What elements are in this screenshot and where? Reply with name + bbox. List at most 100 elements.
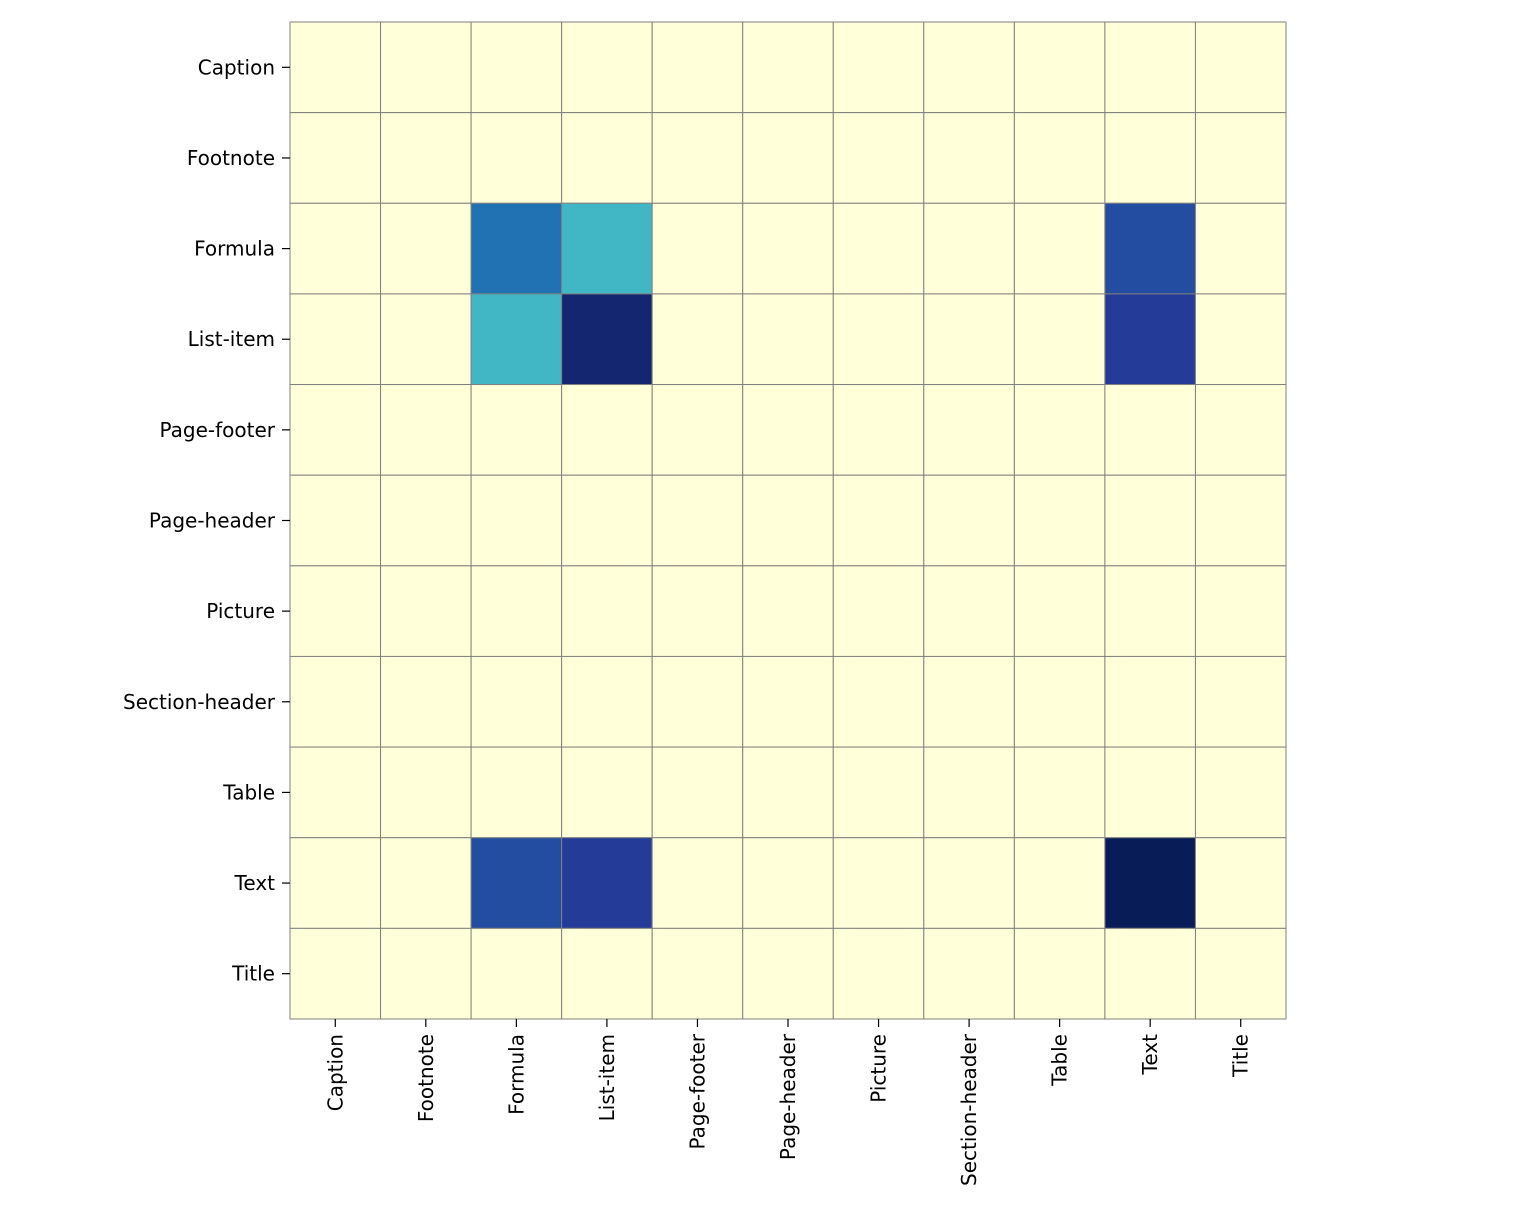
heatmap-cell-title-section-header [923,927,1015,1020]
heatmap-cell-list-item-picture [832,293,925,386]
x-tick-label-table: Table [1048,1034,1072,1087]
heatmap-cell-page-footer-text [1104,384,1196,476]
heatmap-cell-text-section-header [923,837,1015,929]
heatmap-cell-formula-section-header [923,202,1015,295]
heatmap-cell-text-caption [289,837,382,929]
heatmap-cell-list-item-list-item [561,293,653,386]
x-tick-label-list-item: List-item [595,1034,619,1121]
y-tick-label-list-item: List-item [188,327,275,351]
heatmap-cell-page-header-list-item [561,474,653,567]
heatmap-cell-page-header-page-footer [651,474,744,567]
x-tick-label-page-header: Page-header [776,1033,800,1160]
y-tick-label-page-header: Page-header [149,509,276,533]
heatmap-cell-title-picture [832,927,925,1020]
x-tick-label-text: Text [1138,1034,1162,1076]
heatmap-cell-table-footnote [380,746,472,839]
y-tick-label-caption: Caption [198,55,275,79]
heatmap-cell-list-item-formula [470,293,563,386]
heatmap-cell-formula-page-header [742,202,834,295]
heatmap-cell-caption-footnote [380,21,472,114]
heatmap-cell-text-list-item [561,837,653,929]
heatmap-cell-section-header-formula [470,655,563,748]
x-tick-label-page-footer: Page-footer [685,1033,709,1149]
heatmap-cell-picture-picture [832,565,925,657]
heatmap-cell-page-footer-table [1013,384,1106,476]
heatmap-cell-page-footer-list-item [561,384,653,476]
y-tick-label-picture: Picture [206,599,275,623]
heatmap-cell-title-page-footer [651,927,744,1020]
heatmap-cell-section-header-footnote [380,655,472,748]
heatmap-cell-picture-title [1194,565,1287,657]
heatmap-cell-title-page-header [742,927,834,1020]
heatmap-cell-page-header-section-header [923,474,1015,567]
heatmap-cell-formula-table [1013,202,1106,295]
heatmap-cell-section-header-page-footer [651,655,744,748]
heatmap-cell-picture-formula [470,565,563,657]
x-tick-label-title: Title [1229,1034,1253,1078]
heatmap-cell-page-header-text [1104,474,1196,567]
heatmap-cell-list-item-text [1104,293,1196,386]
heatmap-cell-formula-text [1104,202,1196,295]
y-tick-label-table: Table [222,780,275,804]
heatmap-cell-page-header-footnote [380,474,472,567]
y-tick-label-section-header: Section-header [123,690,276,714]
heatmap-cell-table-page-header [742,746,834,839]
heatmap-cell-caption-table [1013,21,1106,114]
heatmap-cell-text-table [1013,837,1106,929]
heatmap-cell-title-footnote [380,927,472,1020]
heatmap-cell-table-page-footer [651,746,744,839]
heatmap-cell-picture-page-footer [651,565,744,657]
y-tick-label-footnote: Footnote [187,146,275,170]
heatmap-cell-formula-title [1194,202,1287,295]
x-tick-label-footnote: Footnote [414,1034,438,1122]
heatmap-cell-section-header-caption [289,655,382,748]
heatmap-cell-caption-list-item [561,21,653,114]
heatmap-cell-formula-list-item [561,202,653,295]
heatmap-cell-formula-formula [470,202,563,295]
x-tick-label-formula: Formula [504,1034,528,1115]
heatmap-cell-footnote-title [1194,112,1287,204]
heatmap-cell-title-caption [289,927,382,1020]
heatmap-cell-list-item-table [1013,293,1106,386]
heatmap-cell-formula-footnote [380,202,472,295]
heatmap-cell-page-header-table [1013,474,1106,567]
heatmap-cell-table-list-item [561,746,653,839]
heatmap-cell-title-text [1104,927,1196,1020]
heatmap-cell-list-item-page-header [742,293,834,386]
heatmap-cell-section-header-section-header [923,655,1015,748]
heatmap-cell-table-table [1013,746,1106,839]
heatmap-cell-caption-text [1104,21,1196,114]
heatmap-cell-footnote-text [1104,112,1196,204]
heatmap-cell-formula-caption [289,202,382,295]
y-axis: Caption Footnote Formula List-item Page-foot… [123,55,290,986]
y-tick-label-page-footer: Page-footer [159,418,275,442]
heatmap-cell-table-text [1104,746,1196,839]
heatmap-cell-page-footer-caption [289,384,382,476]
x-tick-label-section-header: Section-header [957,1033,981,1186]
heatmap-cell-table-caption [289,746,382,839]
heatmap-cell-page-footer-formula [470,384,563,476]
heatmap-cell-page-footer-footnote [380,384,472,476]
heatmap-cell-text-formula [470,837,563,929]
heatmap-cell-section-header-picture [832,655,925,748]
heatmap-cell-caption-caption [289,21,382,114]
heatmap-cell-caption-title [1194,21,1287,114]
heatmap-cell-text-page-header [742,837,834,929]
y-tick-label-title: Title [231,962,275,986]
heatmap-cell-text-text [1104,837,1196,929]
heatmap-cell-footnote-section-header [923,112,1015,204]
heatmap-cell-page-footer-page-footer [651,384,744,476]
heatmap-cell-page-footer-picture [832,384,925,476]
heatmap-cell-text-title [1194,837,1287,929]
heatmap-cell-section-header-list-item [561,655,653,748]
heatmap-cell-page-footer-page-header [742,384,834,476]
heatmap-cell-title-formula [470,927,563,1020]
heatmap-cell-picture-page-header [742,565,834,657]
heatmap-cell-page-header-page-header [742,474,834,567]
heatmap-cell-footnote-footnote [380,112,472,204]
heatmap-cell-caption-page-footer [651,21,744,114]
y-tick-label-formula: Formula [194,237,275,261]
heatmap-cell-caption-formula [470,21,563,114]
